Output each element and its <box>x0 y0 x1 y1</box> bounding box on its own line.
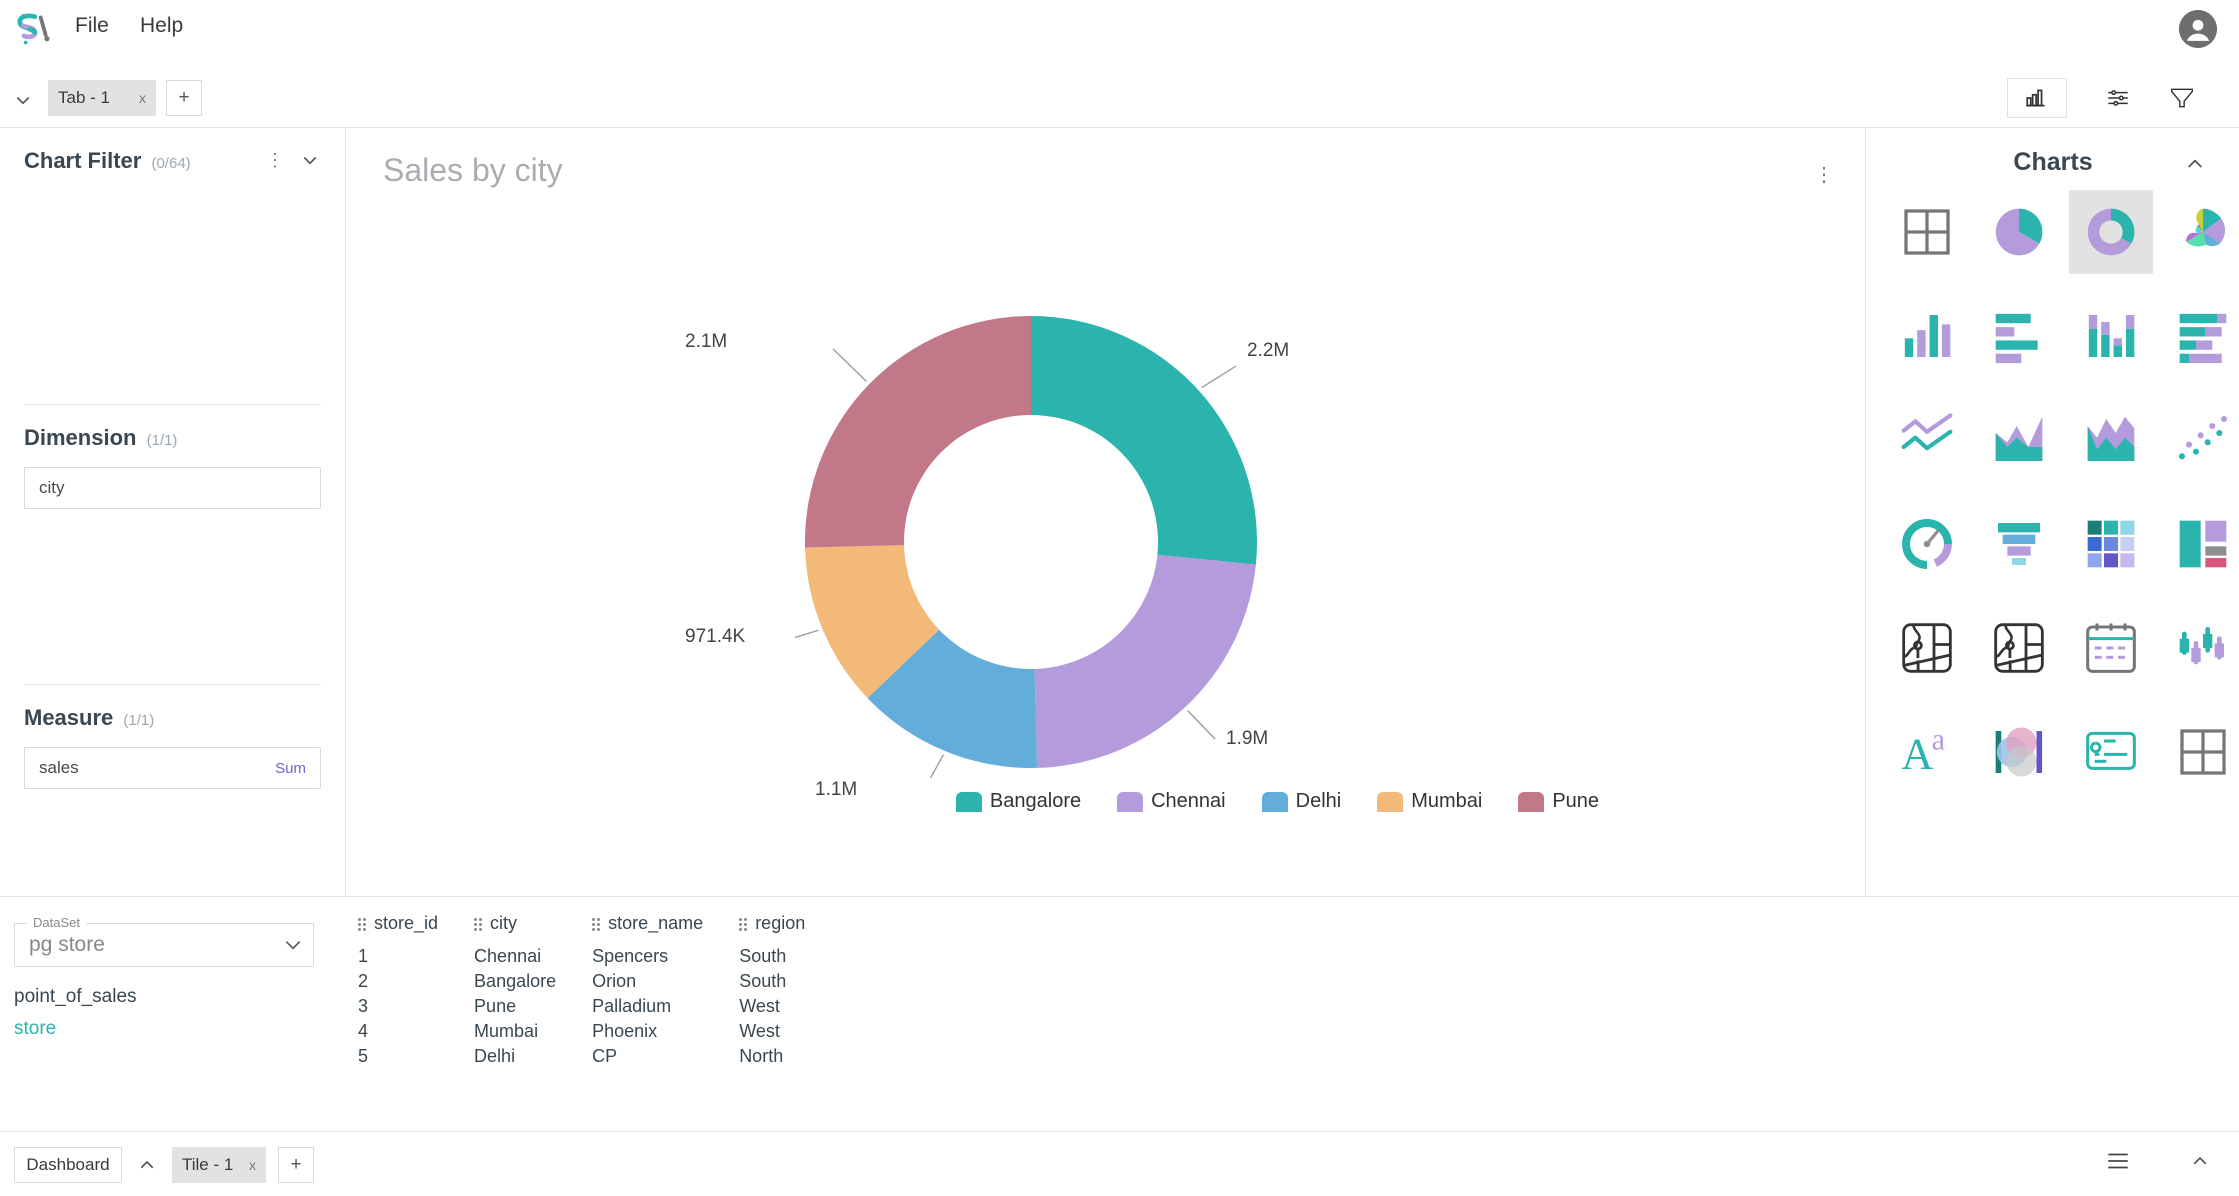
svg-text:A: A <box>1901 728 1933 778</box>
svg-text:a: a <box>1932 724 1946 757</box>
